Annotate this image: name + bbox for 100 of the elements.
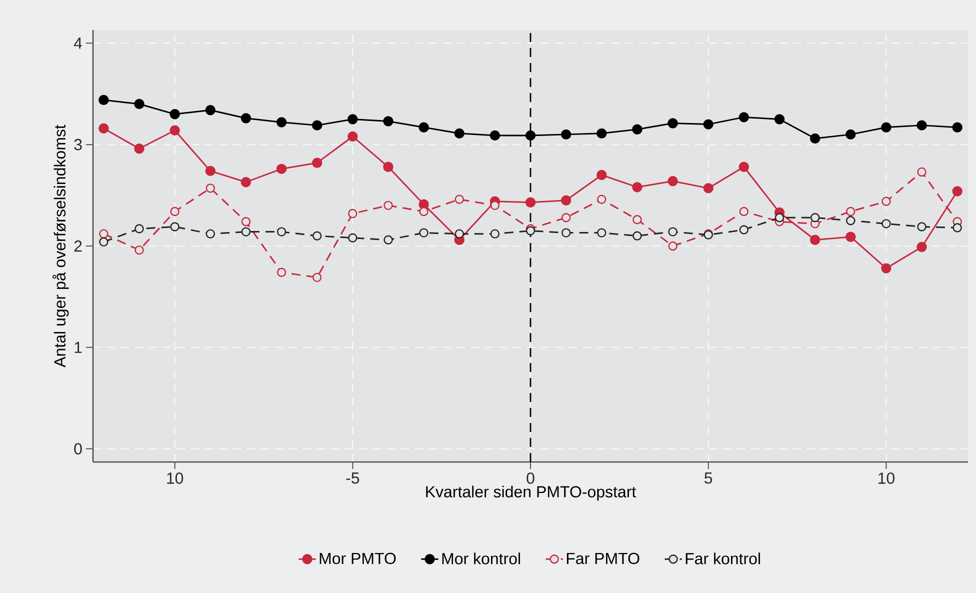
point: [846, 216, 856, 226]
point: [917, 167, 926, 177]
point: [597, 194, 606, 204]
point: [952, 122, 962, 132]
point: [312, 231, 322, 240]
point: [668, 241, 678, 251]
point: [774, 212, 784, 222]
point: [348, 208, 358, 218]
x-tick-label: -5: [346, 472, 360, 484]
point: [134, 224, 144, 234]
point: [952, 186, 962, 196]
point: [384, 200, 393, 210]
point: [98, 94, 109, 106]
point: [134, 245, 144, 255]
point: [276, 268, 286, 277]
point: [99, 229, 108, 238]
point: [668, 176, 678, 186]
point: [917, 222, 926, 232]
point: [810, 133, 820, 144]
point: [916, 242, 927, 252]
point: [738, 112, 750, 122]
y-tick-label: 3: [74, 138, 82, 150]
point: [276, 117, 287, 128]
point: [170, 206, 180, 216]
point: [206, 184, 215, 193]
y-tick-label: 0: [74, 443, 82, 454]
legend-label: Mor PMTO: [320, 552, 396, 564]
point: [312, 272, 322, 282]
point: [312, 120, 322, 130]
point: [348, 114, 358, 124]
point: [348, 131, 358, 142]
point: [632, 182, 642, 192]
point: [881, 263, 892, 274]
point: [383, 116, 394, 126]
point: [240, 177, 252, 188]
point: [384, 235, 393, 245]
point: [560, 195, 572, 206]
point: [454, 128, 464, 139]
y-axis-title: Antal uger på overførselsindkomst: [52, 124, 69, 368]
point: [881, 122, 892, 132]
y-tick-label: 2: [74, 240, 82, 252]
point: [846, 129, 856, 140]
point: [99, 237, 108, 247]
point: [632, 231, 642, 240]
legend-label: Far kontrol: [686, 552, 760, 564]
point: [739, 225, 749, 234]
point: [205, 105, 216, 116]
point: [419, 228, 428, 238]
point: [490, 130, 500, 141]
y-tick-label: 4: [74, 38, 82, 49]
point: [561, 228, 571, 238]
point: [596, 128, 607, 139]
x-tick-label: 0: [526, 472, 534, 484]
point: [597, 228, 606, 238]
point: [134, 144, 144, 154]
point: [383, 162, 394, 172]
point: [952, 223, 962, 232]
x-tick-label: 10: [167, 472, 184, 484]
point: [703, 183, 714, 194]
point: [560, 129, 572, 140]
point: [419, 206, 428, 216]
point: [490, 200, 500, 210]
point: [703, 119, 714, 130]
point: [312, 158, 322, 168]
point: [738, 162, 750, 172]
point: [632, 124, 642, 134]
point: [668, 118, 678, 128]
point: [170, 125, 180, 136]
point: [774, 114, 785, 124]
point: [668, 227, 678, 236]
x-tick-label: 5: [704, 472, 712, 484]
y-tick-label: 1: [74, 342, 82, 353]
x-axis-title: Kvartaler siden PMTO-opstart: [426, 486, 636, 501]
point: [882, 196, 891, 206]
point: [170, 222, 180, 232]
point: [882, 219, 891, 228]
point: [418, 122, 429, 132]
point: [276, 164, 287, 174]
point: [739, 206, 749, 216]
point: [206, 229, 215, 238]
point: [348, 233, 358, 242]
point: [916, 120, 927, 130]
legend-label: Far PMTO: [566, 552, 640, 564]
point: [810, 234, 820, 246]
point: [454, 194, 464, 204]
point: [525, 197, 536, 208]
point: [134, 98, 144, 110]
point: [240, 113, 252, 124]
point: [632, 215, 642, 224]
point: [241, 227, 251, 236]
x-tick-label: 10: [878, 472, 894, 484]
point: [525, 130, 536, 141]
point: [810, 212, 820, 222]
point: [276, 227, 286, 236]
legend-label: Mor kontrol: [442, 552, 520, 564]
point: [596, 170, 607, 180]
point: [561, 212, 571, 222]
point: [454, 229, 464, 238]
point: [98, 123, 109, 134]
point: [490, 229, 500, 238]
